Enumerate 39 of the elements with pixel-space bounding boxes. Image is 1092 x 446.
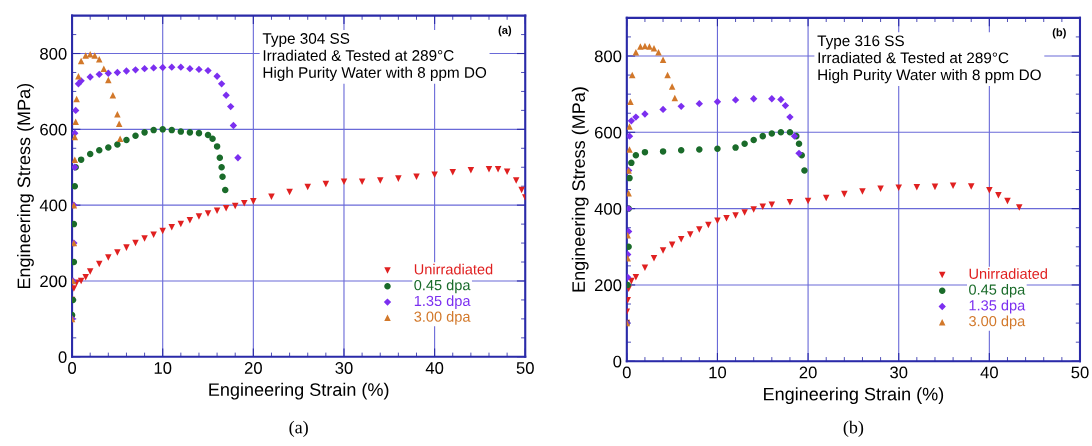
legend-label: 1.35 dpa xyxy=(414,295,471,309)
y-tick-label: 400 xyxy=(39,199,67,212)
x-axis-title: Engineering Strain (%) xyxy=(209,382,389,400)
x-tick-label: 50 xyxy=(1071,366,1089,379)
y-tick-label: 800 xyxy=(594,50,622,63)
y-axis-title: Engineering Stress (MPa) xyxy=(17,83,34,289)
y-tick-label: 400 xyxy=(594,203,622,215)
x-tick-label: 40 xyxy=(980,366,998,379)
x-tick-label: 10 xyxy=(709,366,727,379)
y-tick-label: 600 xyxy=(594,126,622,139)
x-tick-label: 10 xyxy=(154,362,172,374)
legend-label: 3.00 dpa xyxy=(969,315,1026,330)
legend-label: 0.45 dpa xyxy=(969,284,1026,298)
x-tick-label: 50 xyxy=(516,362,534,374)
legend-label: 0.45 dpa xyxy=(414,279,471,294)
legend-label: 1.35 dpa xyxy=(969,299,1026,314)
text: (b) xyxy=(843,420,864,438)
legend-label: 3.00 dpa xyxy=(414,311,471,325)
x-axis-title: Engineering Strain (%) xyxy=(764,387,944,405)
x-tick-label: 30 xyxy=(890,366,908,379)
legend-label: Unirradiated xyxy=(969,268,1047,279)
y-tick-label: 0 xyxy=(58,351,67,363)
y-tick-label: 200 xyxy=(594,279,622,292)
y-axis-title: Engineering Stress (MPa) xyxy=(571,87,589,292)
y-tick-label: 200 xyxy=(40,275,67,288)
text: (a) xyxy=(289,420,308,438)
annotation: (a) xyxy=(498,25,512,37)
legend-label: Unirradiated xyxy=(414,263,493,275)
annotation: Type 304 SS Irradiated & Tested at 289°C High Purity Water with 8 ppm DO xyxy=(262,33,487,81)
x-tick-label: 30 xyxy=(335,362,353,374)
x-tick-label: 0 xyxy=(68,362,77,374)
annotation: Type 316 SS Irradiated & Tested at 289°C High Purity Water with 8 ppm DO xyxy=(817,35,1041,84)
x-tick-label: 20 xyxy=(244,362,262,374)
y-tick-label: 600 xyxy=(40,123,67,136)
x-tick-label: 0 xyxy=(622,366,631,379)
annotation: (b) xyxy=(1052,28,1066,39)
x-tick-label: 40 xyxy=(425,362,444,374)
y-tick-label: 800 xyxy=(40,47,67,60)
x-tick-label: 20 xyxy=(799,366,817,379)
